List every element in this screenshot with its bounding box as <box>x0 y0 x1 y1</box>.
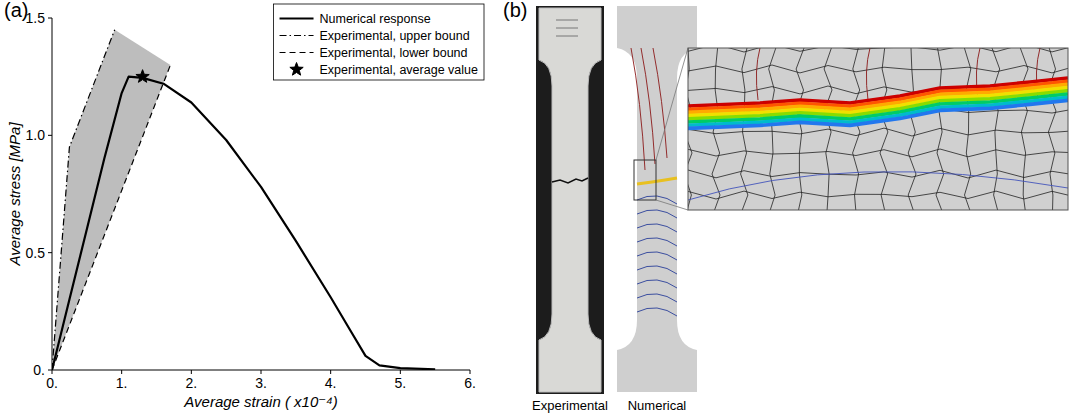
mesh-line <box>1020 48 1028 210</box>
zoom-line <box>656 48 688 160</box>
specimen-writing <box>556 20 578 21</box>
crack-band <box>688 100 1068 128</box>
x-tick <box>191 370 192 374</box>
x-tick-label: 6. <box>464 375 476 391</box>
mesh-line <box>852 48 860 210</box>
panel-label: (b) <box>503 0 527 21</box>
zoom-box <box>634 160 656 200</box>
caption: Numerical <box>628 398 687 413</box>
mesh-line <box>688 65 1068 73</box>
legend-sample <box>280 17 314 19</box>
stress-contour <box>641 48 655 164</box>
legend-label: Experimental, upper bound <box>320 29 470 43</box>
stress-contour <box>637 210 677 218</box>
stress-contour <box>631 48 645 170</box>
x-tick <box>470 370 471 374</box>
mesh-line <box>688 149 1068 157</box>
average-point <box>136 70 149 83</box>
stress-contour <box>637 308 677 316</box>
legend-sample <box>280 35 314 36</box>
y-tick <box>48 252 52 253</box>
stress-contour <box>637 224 677 232</box>
x-tick-label: 3. <box>255 375 267 391</box>
series-line <box>52 65 170 370</box>
stress-contour <box>756 48 760 100</box>
specimen-photo <box>539 8 601 392</box>
y-tick-label: 0. <box>33 362 45 378</box>
y-axis-title: Average stress [MPa] <box>6 122 23 267</box>
caption: Experimental <box>532 398 608 413</box>
x-tick-label: 5. <box>394 375 406 391</box>
zoom-line <box>656 200 688 210</box>
mesh-line <box>992 48 1000 210</box>
stress-contour <box>688 172 1068 200</box>
inset <box>688 48 1068 210</box>
x-tick-label: 4. <box>325 375 337 391</box>
stress-contour <box>637 294 677 302</box>
mesh-line <box>688 170 1068 178</box>
series-line <box>52 77 435 370</box>
y-axis <box>52 18 53 370</box>
figure: (a)0.1.2.3.4.5.6.0.0.51.01.5Average stra… <box>0 0 1073 416</box>
x-axis-title: Average strain ( x10⁻⁴) <box>183 393 337 410</box>
legend-sample <box>280 52 314 53</box>
mesh-line <box>688 128 1068 136</box>
legend: Numerical response Experimental, upper bo… <box>274 4 484 80</box>
specimen-writing <box>556 28 578 29</box>
legend-box <box>274 4 484 80</box>
stress-contour <box>653 48 667 158</box>
mesh-line <box>688 48 1068 52</box>
specimen-writing <box>556 36 578 37</box>
x-tick <box>121 370 122 374</box>
stress-contour <box>637 252 677 260</box>
x-tick-label: 2. <box>185 375 197 391</box>
legend-label: Numerical response <box>320 12 431 26</box>
x-tick <box>52 370 53 374</box>
inset-frame <box>688 48 1068 210</box>
specimen-model <box>617 6 697 392</box>
x-tick-label: 1. <box>116 375 128 391</box>
legend-label: Experimental, lower bound <box>320 46 468 60</box>
stress-contour <box>866 48 870 100</box>
mesh-line <box>908 48 916 210</box>
crack-band <box>637 178 677 184</box>
x-tick <box>330 370 331 374</box>
y-tick <box>48 18 52 19</box>
crack <box>552 178 588 183</box>
y-tick-label: 1.5 <box>26 10 46 26</box>
legend-marker <box>290 63 303 76</box>
x-tick <box>400 370 401 374</box>
y-tick <box>48 135 52 136</box>
mesh-line <box>768 48 776 210</box>
mesh-line <box>688 191 1068 199</box>
stress-contour <box>637 238 677 246</box>
legend-label: Experimental, average value <box>320 63 478 77</box>
series-line <box>52 30 115 370</box>
mesh-line <box>964 48 972 210</box>
y-tick-label: 1.0 <box>26 127 46 143</box>
stress-contour <box>637 280 677 288</box>
plot-area <box>52 30 435 370</box>
y-tick-label: 0.5 <box>26 245 46 261</box>
stress-contour <box>637 266 677 274</box>
x-tick-label: 0. <box>46 375 58 391</box>
photo-background <box>536 6 604 394</box>
x-tick <box>261 370 262 374</box>
y-tick <box>48 370 52 371</box>
